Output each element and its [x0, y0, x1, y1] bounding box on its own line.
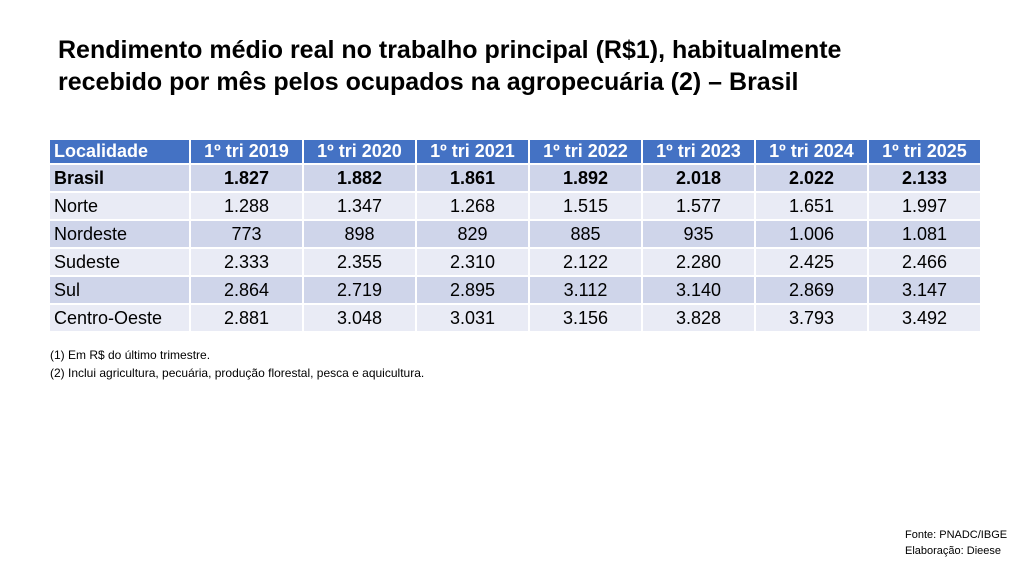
source-credits: Fonte: PNADC/IBGE Elaboração: Dieese [905, 527, 1007, 559]
table-cell: 2.133 [869, 165, 980, 191]
table-cell: 2.018 [643, 165, 754, 191]
table-cell: 2.881 [191, 305, 302, 331]
table-row: Sul 2.864 2.719 2.895 3.112 3.140 2.869 3.147 [50, 277, 980, 303]
table-cell: 3.793 [756, 305, 867, 331]
table-cell: 3.112 [530, 277, 641, 303]
table-cell: 3.492 [869, 305, 980, 331]
table-row: Brasil 1.827 1.882 1.861 1.892 2.018 2.022 2.13… [50, 165, 980, 191]
table-cell: 3.140 [643, 277, 754, 303]
column-header-6: 1º tri 2024 [756, 140, 867, 163]
column-header-1: 1º tri 2019 [191, 140, 302, 163]
column-header-7: 1º tri 2025 [869, 140, 980, 163]
table-cell: 1.882 [304, 165, 415, 191]
table-cell: 1.268 [417, 193, 528, 219]
page-title: Rendimento médio real no trabalho princi… [58, 34, 988, 98]
table-cell: 2.864 [191, 277, 302, 303]
table-cell: 2.122 [530, 249, 641, 275]
footnote-1: (1) Em R$ do último trimestre. [50, 348, 211, 362]
table-cell: 898 [304, 221, 415, 247]
table-cell: 3.147 [869, 277, 980, 303]
table-cell: 2.895 [417, 277, 528, 303]
column-header-localidade: Localidade [50, 140, 189, 163]
table-row: Norte 1.288 1.347 1.268 1.515 1.577 1.651 1.997 [50, 193, 980, 219]
row-label: Norte [50, 193, 189, 219]
footnotes: (1) Em R$ do último trimestre. (2) Inclu… [50, 346, 424, 382]
table-cell: 829 [417, 221, 528, 247]
table-cell: 773 [191, 221, 302, 247]
title-line-2: recebido por mês pelos ocupados na agrop… [58, 68, 799, 96]
table-row: Nordeste 773 898 829 885 935 1.006 1.081 [50, 221, 980, 247]
table-body: Brasil 1.827 1.882 1.861 1.892 2.018 2.022 2.13… [50, 165, 980, 331]
table-cell: 2.333 [191, 249, 302, 275]
table-cell: 1.651 [756, 193, 867, 219]
table-cell: 2.022 [756, 165, 867, 191]
table-cell: 1.577 [643, 193, 754, 219]
row-label: Centro-Oeste [50, 305, 189, 331]
table-cell: 3.031 [417, 305, 528, 331]
footnote-2: (2) Inclui agricultura, pecuária, produç… [50, 366, 425, 380]
row-label: Sudeste [50, 249, 189, 275]
table-cell: 2.466 [869, 249, 980, 275]
table-cell: 1.827 [191, 165, 302, 191]
table-cell: 1.347 [304, 193, 415, 219]
column-header-5: 1º tri 2023 [643, 140, 754, 163]
column-header-4: 1º tri 2022 [530, 140, 641, 163]
column-header-2: 1º tri 2020 [304, 140, 415, 163]
income-table: Localidade 1º tri 2019 1º tri 2020 1º tri 2… [48, 138, 982, 333]
table-cell: 2.425 [756, 249, 867, 275]
source-label: Fonte: PNADC/IBGE [905, 529, 1008, 541]
elaboration-label: Elaboração: Dieese [905, 545, 1002, 557]
table-row: Centro-Oeste 2.881 3.048 3.031 3.156 3.828 3.7… [50, 305, 980, 331]
table-cell: 2.355 [304, 249, 415, 275]
table-cell: 1.081 [869, 221, 980, 247]
table-row: Sudeste 2.333 2.355 2.310 2.122 2.280 2.425 2.4… [50, 249, 980, 275]
table-cell: 3.048 [304, 305, 415, 331]
table-cell: 2.719 [304, 277, 415, 303]
table-header-row: Localidade 1º tri 2019 1º tri 2020 1º tri 2… [50, 140, 980, 163]
table-cell: 3.156 [530, 305, 641, 331]
table-cell: 3.828 [643, 305, 754, 331]
table-cell: 1.288 [191, 193, 302, 219]
table-cell: 1.892 [530, 165, 641, 191]
table-cell: 2.310 [417, 249, 528, 275]
column-header-3: 1º tri 2021 [417, 140, 528, 163]
table-cell: 2.280 [643, 249, 754, 275]
row-label: Sul [50, 277, 189, 303]
table-cell: 1.006 [756, 221, 867, 247]
row-label: Brasil [50, 165, 189, 191]
table-cell: 1.515 [530, 193, 641, 219]
title-line-1: Rendimento médio real no trabalho princi… [58, 36, 842, 64]
table-cell: 935 [643, 221, 754, 247]
table-cell: 1.997 [869, 193, 980, 219]
row-label: Nordeste [50, 221, 189, 247]
table-cell: 885 [530, 221, 641, 247]
table-cell: 1.861 [417, 165, 528, 191]
table-cell: 2.869 [756, 277, 867, 303]
